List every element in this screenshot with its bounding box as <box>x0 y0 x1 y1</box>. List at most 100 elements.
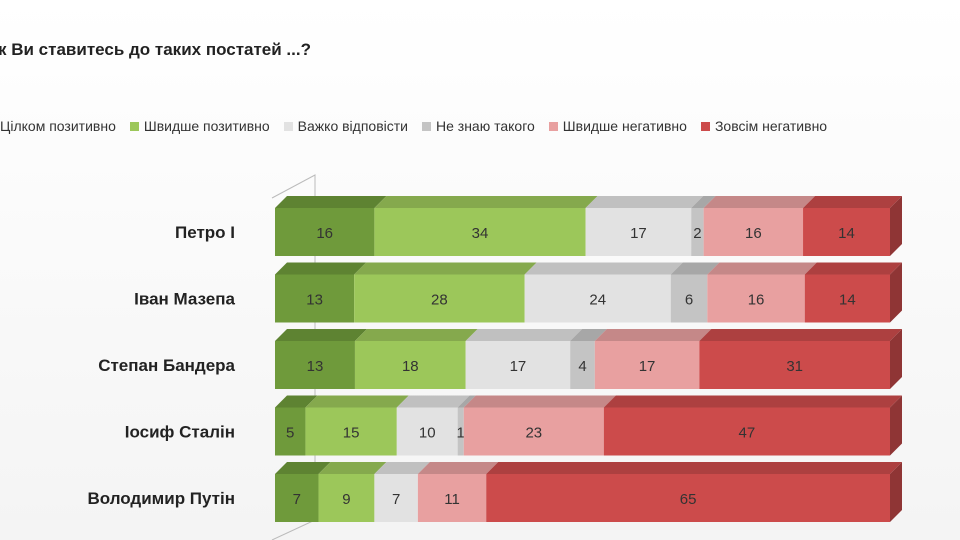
bar-segment <box>275 407 306 456</box>
category-label: Володимир Путін <box>87 489 235 508</box>
legend-item: Важко відповісти <box>283 118 408 134</box>
data-label: 31 <box>786 358 803 375</box>
bar-segment <box>594 341 700 389</box>
bar-segment <box>417 474 487 522</box>
data-label: 7 <box>293 491 301 508</box>
bar-top <box>275 395 318 408</box>
data-label: 16 <box>316 225 333 242</box>
bar-segment <box>457 407 464 456</box>
legend-swatch <box>129 121 139 131</box>
bar-segment <box>524 274 671 323</box>
bar-side <box>890 462 902 522</box>
bar-top <box>374 196 598 208</box>
data-label: 47 <box>739 425 756 442</box>
chart-title: к Ви ставитесь до таких постатей ...? <box>0 40 311 59</box>
bar-side <box>890 395 902 456</box>
data-label: 16 <box>748 292 765 309</box>
legend-label: Швидше позитивно <box>143 118 270 134</box>
legend-label: Швидше негативно <box>562 118 687 134</box>
bar-top <box>275 462 331 474</box>
bar-top <box>275 329 367 341</box>
legend-swatch <box>421 121 431 131</box>
bar-segment <box>354 341 466 389</box>
legend-item: Цілком позитивно <box>0 118 116 134</box>
data-label: 17 <box>630 225 647 242</box>
legend-item: Зовсім негативно <box>700 118 828 134</box>
data-label: 17 <box>639 358 656 375</box>
legend-item: Швидше позитивно <box>129 118 270 134</box>
bar-top <box>463 395 616 408</box>
data-label: 18 <box>402 358 419 375</box>
bar-side <box>890 262 902 323</box>
bar-top <box>804 262 902 275</box>
category-label: Іван Мазепа <box>134 290 235 309</box>
bar-top <box>524 262 683 275</box>
bar-top <box>699 329 902 341</box>
bar-segment <box>374 208 586 256</box>
bar-top <box>396 395 470 408</box>
bar-segment <box>275 474 319 522</box>
bar-top <box>318 462 387 474</box>
legend-label: Зовсім негативно <box>714 118 828 134</box>
bar-top <box>457 395 476 408</box>
data-label: 14 <box>838 225 855 242</box>
bar-top <box>585 196 704 208</box>
bar-top <box>374 462 430 474</box>
category-label: Іосиф Сталін <box>125 423 235 442</box>
bar-top <box>703 196 816 208</box>
bar-segment <box>703 208 804 256</box>
data-label: 24 <box>589 292 606 309</box>
bar-segment <box>603 407 890 456</box>
bar-top <box>707 262 817 275</box>
bar-top <box>803 196 902 208</box>
data-label: 23 <box>525 425 542 442</box>
bar-segment <box>707 274 805 323</box>
bar-top <box>354 262 537 275</box>
bar-top <box>275 196 387 208</box>
bar-segment <box>486 474 890 522</box>
data-label: 14 <box>839 292 856 309</box>
category-label: Степан Бандера <box>98 356 235 375</box>
bar-top <box>275 262 367 275</box>
bar-segment <box>275 341 355 389</box>
data-label: 2 <box>693 225 701 242</box>
data-label: 9 <box>342 491 350 508</box>
bar-side <box>890 196 902 256</box>
bar-top <box>465 329 583 341</box>
data-label: 15 <box>343 425 360 442</box>
bar-top <box>594 329 712 341</box>
data-label: 34 <box>472 225 489 242</box>
bar-segment <box>396 407 458 456</box>
data-label: 13 <box>307 358 324 375</box>
bar-segment <box>699 341 890 389</box>
bar-top <box>603 395 902 408</box>
data-label: 7 <box>392 491 400 508</box>
bar-segment <box>463 407 604 456</box>
bar-segment <box>465 341 571 389</box>
data-label: 10 <box>419 425 436 442</box>
bar-top <box>305 395 409 408</box>
bar-segment <box>275 274 355 323</box>
legend-label: Цілком позитивно <box>0 118 116 134</box>
bar-top <box>417 462 499 474</box>
bar-segment <box>670 274 708 323</box>
bar-segment <box>318 474 375 522</box>
data-label: 5 <box>286 425 294 442</box>
data-label: 28 <box>431 292 448 309</box>
bar-top <box>691 196 716 208</box>
bar-top <box>570 329 607 341</box>
legend-swatch <box>548 121 558 131</box>
bar-segment <box>691 208 704 256</box>
data-label: 65 <box>680 491 697 508</box>
bar-top <box>670 262 720 275</box>
data-label: 17 <box>510 358 527 375</box>
bar-segment <box>374 474 418 522</box>
data-label: 13 <box>306 292 323 309</box>
data-label: 1 <box>457 425 465 442</box>
legend: Цілком позитивно Швидше позитивно Важко ві… <box>0 118 827 134</box>
data-label: 6 <box>685 292 693 309</box>
bar-segment <box>275 208 375 256</box>
legend-label: Важко відповісти <box>297 118 408 134</box>
data-label: 11 <box>444 491 460 508</box>
